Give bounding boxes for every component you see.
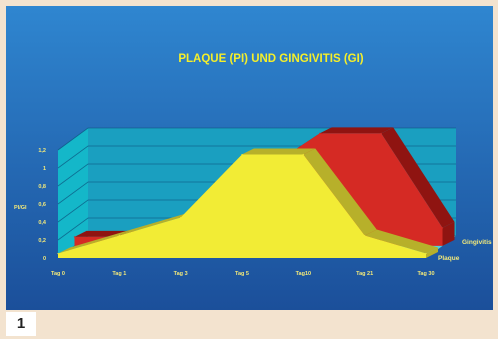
series-plaque-end-face <box>426 247 438 258</box>
series-plaque-point <box>118 234 120 237</box>
y-tick-label: 1 <box>43 166 46 172</box>
series-plaque-point <box>425 252 427 255</box>
series-layer <box>57 127 455 258</box>
series-plaque-point <box>57 252 59 255</box>
y-tick-label: 0,4 <box>38 220 47 226</box>
series-gingivitis-point <box>319 132 321 134</box>
y-tick-label: 0,2 <box>38 238 46 244</box>
x-tick-label: Tag 21 <box>356 271 373 277</box>
chart-title: PLAQUE (PI) UND GINGIVITIS (GI) <box>178 53 363 65</box>
y-tick-label: 0,6 <box>38 202 46 208</box>
x-tick-label: Tag 5 <box>235 271 249 277</box>
figure-number-badge: 1 <box>6 312 36 336</box>
series-plaque-top-segment <box>119 211 193 236</box>
series-plaque-top-segment <box>242 148 316 155</box>
series-plaque-top-segment <box>303 148 377 236</box>
series-plaque-point <box>241 153 243 156</box>
x-tick-label: Tag 30 <box>417 271 434 277</box>
y-tick-label: 0 <box>43 256 46 262</box>
chart-svg: PLAQUE (PI) UND GINGIVITIS (GI) PI/GI 00… <box>6 6 493 310</box>
y-axis-label: PI/GI <box>14 205 27 211</box>
legend-item-plaque: Plaque <box>438 255 460 262</box>
series-gingivitis-point <box>441 227 444 229</box>
series-gingivitis-point <box>380 132 382 134</box>
y-tick-label: 1,2 <box>38 148 46 154</box>
series-plaque-point <box>180 216 182 219</box>
x-tick-label: Tag 1 <box>112 271 126 277</box>
series-plaque <box>57 148 438 258</box>
x-tick-label: Tag 0 <box>51 271 65 277</box>
series-gingivitis-top-segment <box>319 127 394 134</box>
y-axis-ticks: 0 0,2 0,4 0,6 0,8 1 1,2 <box>38 148 47 262</box>
x-tick-label: Tag10 <box>296 271 312 277</box>
legend-item-gingivitis: Gingivitis <box>462 239 492 246</box>
series-plaque-area <box>58 154 426 258</box>
x-tick-label: Tag 3 <box>174 271 188 277</box>
legend: Gingivitis Plaque <box>438 239 492 262</box>
series-plaque-point <box>364 234 366 237</box>
series-plaque-top-segment <box>364 229 438 254</box>
series-gingivitis-top-segment <box>381 127 455 228</box>
series-gingivitis-point <box>73 236 76 238</box>
series-gingivitis-end-face <box>442 221 455 246</box>
series-plaque-point <box>302 153 304 156</box>
series-plaque-top-segment <box>58 229 132 254</box>
x-axis-ticks: Tag 0 Tag 1 Tag 3 Tag 5 Tag10 Tag 21 Tag 30 <box>51 271 434 277</box>
y-tick-label: 0,8 <box>38 184 46 190</box>
